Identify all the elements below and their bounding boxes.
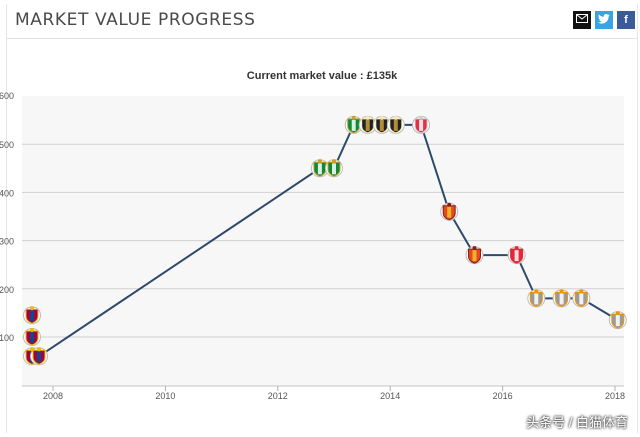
crest-crown <box>419 115 424 120</box>
crest-crown <box>351 115 356 120</box>
left-stack-marker[interactable] <box>23 306 41 325</box>
share-facebook-button[interactable]: f <box>617 11 635 29</box>
data-point-marker[interactable] <box>507 246 526 265</box>
y-tick-label: 200 <box>0 285 14 295</box>
x-tick-label: 2016 <box>493 391 513 401</box>
data-point-marker[interactable] <box>608 311 627 330</box>
x-tick-label: 2008 <box>43 391 63 401</box>
data-point-marker[interactable] <box>552 289 571 308</box>
x-tick-label: 2010 <box>155 391 175 401</box>
data-point-marker[interactable] <box>30 347 48 366</box>
crest-stripe <box>351 119 356 131</box>
crest-stripe <box>317 163 322 175</box>
y-tick-label: 300 <box>0 237 14 247</box>
data-point-marker[interactable] <box>386 115 405 134</box>
data-point-marker[interactable] <box>325 159 343 178</box>
crest-stripe <box>30 310 34 322</box>
twitter-icon <box>598 13 610 27</box>
y-tick-label: 400 <box>0 188 14 198</box>
y-tick-label: 100 <box>0 333 14 343</box>
crest-stripe <box>332 163 336 175</box>
crest-stripe <box>514 250 519 262</box>
crest-crown <box>365 115 370 120</box>
x-tick-label: 2018 <box>605 391 625 401</box>
y-tick-label: 500 <box>0 140 14 150</box>
data-point-marker[interactable] <box>310 159 329 178</box>
x-tick-label: 2014 <box>380 391 400 401</box>
crest-crown <box>472 246 477 251</box>
crest-crown <box>615 311 620 316</box>
card-header: MARKET VALUE PROGRESS f <box>7 4 637 39</box>
data-point-marker[interactable] <box>527 289 546 308</box>
data-point-marker[interactable] <box>440 202 459 221</box>
y-tick-label: 600 <box>0 91 14 101</box>
watermark: 头条号 / 白猫体育 <box>526 415 628 430</box>
left-stack-marker[interactable] <box>23 328 41 346</box>
data-point-marker[interactable] <box>465 246 484 265</box>
data-point-marker[interactable] <box>344 115 363 134</box>
crest-stripe <box>379 119 384 131</box>
crest-crown <box>514 246 519 251</box>
crest-stripe <box>365 119 370 131</box>
crest-crown <box>379 115 384 120</box>
crest-stripe <box>37 351 41 363</box>
crest-stripe <box>393 119 398 131</box>
crest-stripe <box>472 250 477 262</box>
crest-stripe <box>615 315 620 327</box>
data-point-marker[interactable] <box>412 115 431 134</box>
crest-stripe <box>419 119 424 131</box>
crest-crown <box>332 159 336 164</box>
share-email-button[interactable] <box>573 11 591 29</box>
crest-stripe <box>579 293 584 305</box>
x-tick-label: 2012 <box>268 391 288 401</box>
crest-stripe <box>30 332 34 343</box>
crest-stripe <box>534 293 539 305</box>
crest-crown <box>30 306 34 311</box>
data-point-marker[interactable] <box>372 115 391 134</box>
facebook-icon: f <box>624 14 628 26</box>
data-point-marker[interactable] <box>358 115 377 134</box>
card-title: MARKET VALUE PROGRESS <box>15 10 256 30</box>
crest-crown <box>30 328 34 332</box>
crest-crown <box>534 289 539 294</box>
crest-crown <box>559 289 564 294</box>
chart-title: Current market value : £135k <box>246 70 398 82</box>
crest-crown <box>579 289 584 294</box>
crest-crown <box>393 115 398 120</box>
data-point-marker[interactable] <box>572 289 591 308</box>
crest-stripe <box>447 206 452 218</box>
envelope-icon <box>576 14 588 26</box>
crest-crown <box>37 347 41 352</box>
crest-crown <box>317 159 322 164</box>
crest-crown <box>447 202 452 207</box>
crest-stripe <box>559 293 564 305</box>
share-twitter-button[interactable] <box>595 11 613 29</box>
